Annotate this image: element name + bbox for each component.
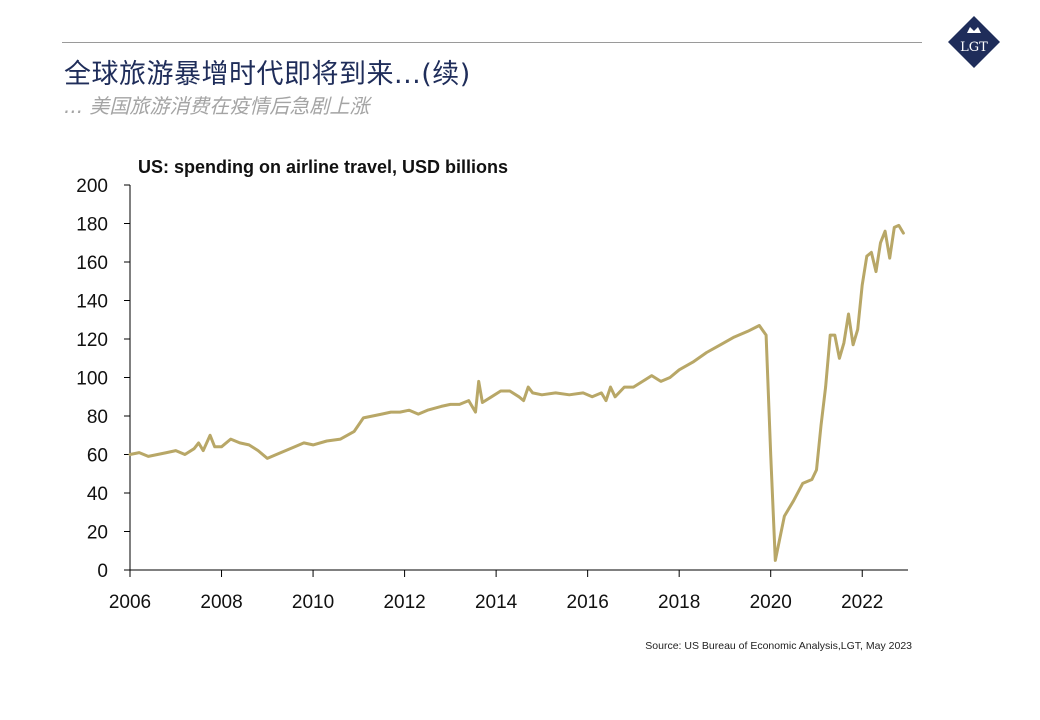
- y-tick-label: 20: [87, 523, 108, 544]
- logo-text: LGT: [960, 40, 988, 55]
- x-tick-label: 2016: [567, 592, 609, 613]
- y-tick-label: 100: [76, 369, 108, 390]
- y-tick-label: 120: [76, 330, 108, 351]
- y-tick-label: 40: [87, 484, 108, 505]
- crown-icon: [967, 27, 981, 33]
- x-tick-label: 2010: [292, 592, 334, 613]
- lgt-logo: LGT: [948, 16, 1000, 68]
- y-tick-label: 160: [76, 253, 108, 274]
- page-title: 全球旅游暴增时代即将到来...(续): [64, 59, 471, 90]
- x-tick-label: 2006: [109, 592, 151, 613]
- source-note: Source: US Bureau of Economic Analysis,L…: [645, 640, 912, 652]
- x-tick-label: 2014: [475, 592, 518, 613]
- chart-title: US: spending on airline travel, USD bill…: [138, 157, 508, 177]
- y-tick-label: 180: [76, 215, 108, 236]
- x-tick-label: 2018: [658, 592, 700, 613]
- y-tick-label: 140: [76, 292, 108, 313]
- x-tick-label: 2008: [200, 592, 242, 613]
- y-tick-label: 80: [87, 407, 108, 428]
- page-subtitle: ... 美国旅游消费在疫情后急剧上涨: [64, 94, 370, 118]
- series-line: [128, 223, 905, 562]
- y-tick-label: 60: [87, 446, 108, 467]
- x-tick-label: 2020: [750, 592, 792, 613]
- y-tick-label: 200: [76, 176, 108, 197]
- header-rule: [62, 42, 922, 43]
- x-tick-label: 2022: [841, 592, 883, 613]
- x-tick-label: 2012: [383, 592, 425, 613]
- y-tick-label: 0: [97, 561, 108, 582]
